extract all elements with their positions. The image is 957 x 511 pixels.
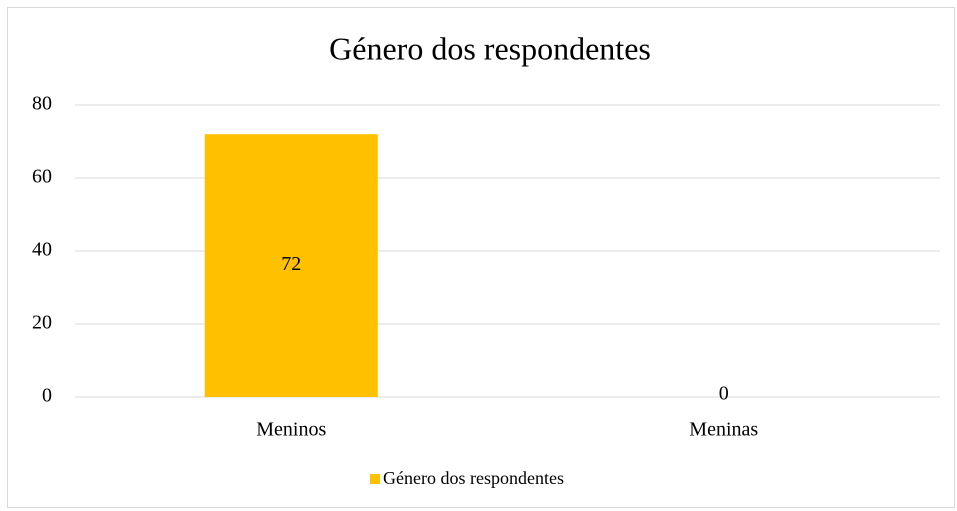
chart-title: Género dos respondentes: [329, 30, 651, 66]
bar: [204, 134, 378, 397]
x-tick-label: Meninas: [689, 419, 758, 441]
y-tick-label: 40: [32, 239, 52, 261]
legend-swatch: [370, 474, 380, 484]
data-label: 72: [281, 253, 301, 275]
y-tick-label: 20: [32, 312, 52, 334]
x-tick-label: Meninos: [256, 419, 326, 441]
chart-border: [7, 7, 955, 508]
y-tick-label: 0: [42, 385, 52, 407]
legend-label: Género dos respondentes: [383, 468, 564, 488]
data-label: 0: [719, 383, 729, 405]
y-tick-label: 60: [32, 166, 52, 188]
y-tick-label: 80: [32, 93, 52, 115]
